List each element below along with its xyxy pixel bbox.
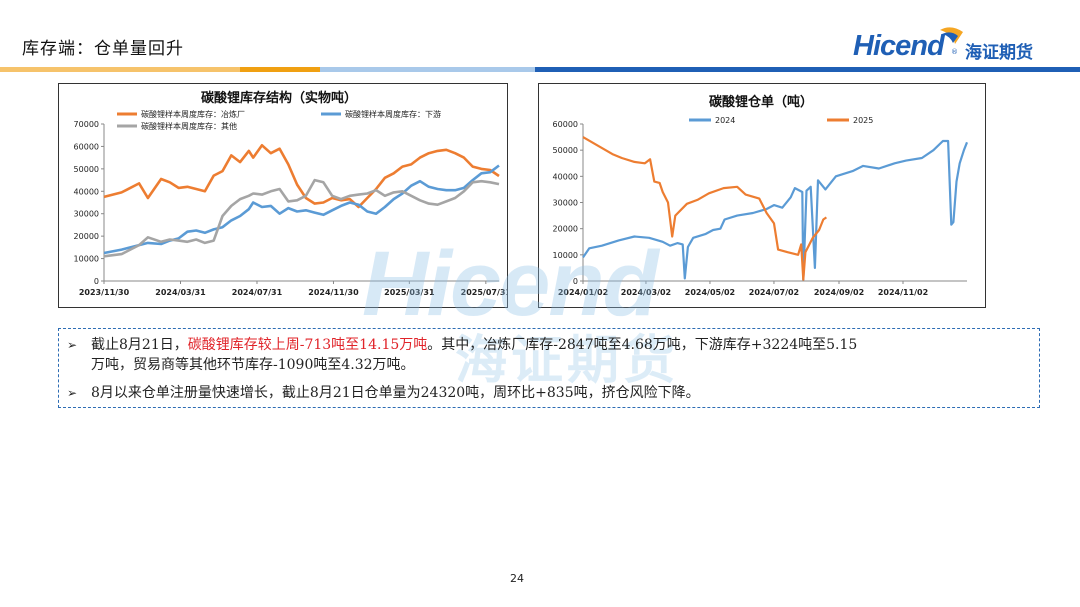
chart-title: 碳酸锂库存结构（实物吨） xyxy=(201,90,357,106)
brand-logo: Hicend ® 海证期货 xyxy=(853,27,1053,66)
x-tick-label: 2024/03/02 xyxy=(621,288,671,297)
note-bullet-2: 8月以来仓单注册量快速增长，截止8月21日仓单量为24320吨，周环比+835吨… xyxy=(91,385,700,401)
x-tick-label: 2025/03/31 xyxy=(384,288,435,297)
header-bar-blue xyxy=(535,67,1080,72)
y-tick-label: 50000 xyxy=(74,165,99,174)
page-title: 库存端：仓单量回升 xyxy=(22,39,184,59)
legend-label: 2025 xyxy=(853,116,873,125)
inventory-structure-chart: 碳酸锂库存结构（实物吨） 0 10000 20000 30000 40000 50000 60… xyxy=(58,83,508,308)
series-line-2 xyxy=(582,136,828,281)
note-bullet-1-line2: 万吨，贸易商等其他环节库存-1090吨至4.32万吨。 xyxy=(91,357,415,373)
y-tick-label: 40000 xyxy=(553,172,578,181)
y-tick-label: 40000 xyxy=(74,187,99,196)
page-number: 24 xyxy=(510,572,524,585)
y-tick-label: 0 xyxy=(573,277,578,286)
inventory-structure-svg: 碳酸锂库存结构（实物吨） 0 10000 20000 30000 40000 50000 60… xyxy=(74,90,507,297)
y-tick-label: 30000 xyxy=(553,199,578,208)
header-bar-orange-light xyxy=(0,67,240,72)
series-line-1 xyxy=(582,139,969,281)
y-tick-label: 20000 xyxy=(74,232,99,241)
note-1-highlight: 碳酸锂库存较上周-713吨至14.15万吨 xyxy=(187,337,428,353)
y-tick-label: 50000 xyxy=(553,146,578,155)
warehouse-receipt-svg: 碳酸锂仓单（吨） 0 10000 20000 30000 40000 50000 60000 2… xyxy=(553,94,969,297)
note-1-prefix: 截止8月21日， xyxy=(91,337,188,353)
bullet-arrow-icon: ➢ xyxy=(67,386,78,400)
legend-label: 碳酸锂样本周度库存：下游 xyxy=(345,109,441,119)
x-tick-label: 2024/07/02 xyxy=(749,288,799,297)
brand-logo-text: Hicend xyxy=(853,30,945,62)
x-tick-label: 2024/01/02 xyxy=(558,288,608,297)
header-bar-orange xyxy=(240,67,320,72)
y-tick-label: 30000 xyxy=(74,210,99,219)
x-tick-label: 2025/07/31 xyxy=(461,288,507,297)
chart-title: 碳酸锂仓单（吨） xyxy=(709,94,813,110)
x-tick-label: 2024/11/30 xyxy=(308,288,359,297)
x-tick-label: 2024/11/02 xyxy=(878,288,928,297)
y-tick-label: 10000 xyxy=(74,255,99,264)
warehouse-receipt-chart: 碳酸锂仓单（吨） 0 10000 20000 30000 40000 50000 60000 2… xyxy=(538,83,986,308)
x-tick-label: 2024/03/31 xyxy=(155,288,206,297)
notes-box: ➢ 截止8月21日，碳酸锂库存较上周-713吨至14.15万吨。其中，冶炼厂库存… xyxy=(58,328,1040,408)
header-bar-blue-light xyxy=(320,67,535,72)
x-tick-label: 2024/07/31 xyxy=(232,288,283,297)
x-tick-label: 2024/09/02 xyxy=(814,288,864,297)
y-tick-label: 10000 xyxy=(553,251,578,260)
series-line-3 xyxy=(103,178,500,258)
note-1-suffix: 。其中，冶炼厂库存-2847吨至4.68万吨，下游库存+3224吨至5.15 xyxy=(427,337,858,353)
brand-logo-cn: 海证期货 xyxy=(965,43,1033,63)
bullet-arrow-icon: ➢ xyxy=(67,338,78,352)
y-tick-label: 60000 xyxy=(74,142,99,151)
note-bullet-1: 截止8月21日，碳酸锂库存较上周-713吨至14.15万吨。其中，冶炼厂库存-2… xyxy=(91,335,1036,355)
legend-label: 碳酸锂样本周度库存：冶炼厂 xyxy=(141,109,245,119)
legend-label: 2024 xyxy=(715,116,735,125)
y-tick-label: 20000 xyxy=(553,225,578,234)
logo-swoosh-icon xyxy=(940,27,963,44)
x-tick-label: 2024/05/02 xyxy=(685,288,735,297)
series-line-1 xyxy=(103,143,500,209)
legend-label: 碳酸锂样本周度库存：其他 xyxy=(141,121,237,131)
y-tick-label: 70000 xyxy=(74,120,99,129)
series-line-2 xyxy=(103,164,500,255)
y-tick-label: 0 xyxy=(94,277,99,286)
registered-mark: ® xyxy=(951,48,958,56)
y-tick-label: 60000 xyxy=(553,120,578,129)
x-tick-label: 2023/11/30 xyxy=(79,288,130,297)
